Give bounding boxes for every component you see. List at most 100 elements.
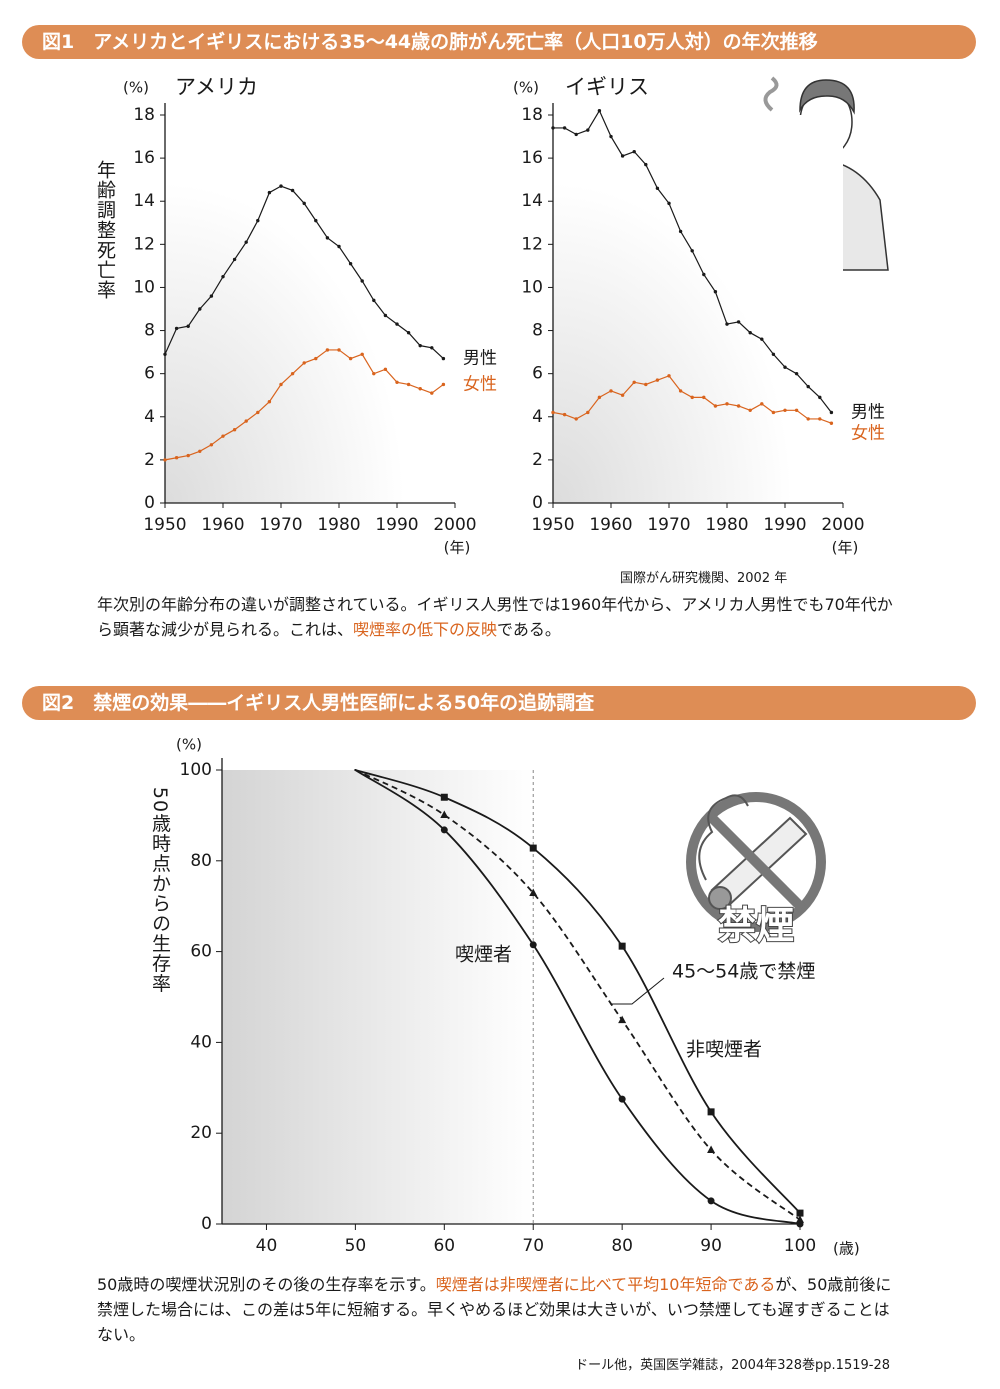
caption-text: が、50歳前後に禁煙した場合には、この差は5年に短縮する。早くやめるほど効果は大…	[97, 1275, 892, 1344]
y-tick-label: 8	[144, 321, 155, 341]
point	[279, 382, 283, 387]
point	[314, 218, 318, 223]
point	[290, 371, 295, 376]
x-tick-label: 60	[433, 1236, 455, 1256]
leader-line	[610, 977, 665, 1005]
y-unit: (%)	[513, 79, 539, 97]
point	[360, 352, 364, 356]
point	[760, 402, 764, 406]
point	[632, 149, 636, 154]
y-tick-label: 6	[144, 364, 155, 384]
point	[163, 352, 167, 356]
point	[267, 190, 272, 195]
point	[430, 391, 434, 395]
x-tick-label: 1970	[647, 515, 690, 535]
x-tick-label: 2000	[433, 515, 476, 535]
y-tick-label: 0	[201, 1214, 212, 1234]
x-unit: (年)	[832, 539, 859, 557]
point	[620, 393, 625, 397]
point	[609, 134, 613, 139]
point	[430, 346, 434, 350]
y-tick-label: 8	[532, 321, 543, 341]
y-tick-label: 20	[190, 1123, 212, 1143]
point	[690, 249, 694, 253]
point	[796, 1209, 804, 1217]
point	[337, 348, 341, 352]
point	[748, 331, 752, 335]
caption-text: 年次別の年齢分布の違いが調整されている。イギリス人男性では1960年代から、アメ…	[97, 595, 893, 639]
x-tick-label: 1980	[317, 515, 360, 535]
point	[725, 322, 729, 326]
source: ドール他，英国医学雑誌，2004年328巻pp.1519-28	[575, 1358, 890, 1373]
point	[551, 126, 555, 130]
y-tick-label: 6	[532, 364, 543, 384]
point	[406, 382, 411, 387]
point	[562, 412, 567, 417]
point	[209, 443, 214, 447]
point	[290, 188, 295, 193]
series-label: 45～54歳で禁煙	[672, 961, 815, 983]
point	[244, 419, 248, 423]
y-tick-label: 14	[521, 191, 543, 211]
point	[818, 417, 822, 421]
y-tick-label: 40	[190, 1032, 212, 1052]
point	[256, 410, 260, 415]
point	[174, 326, 179, 331]
y-tick-label: 0	[144, 493, 155, 513]
point	[221, 434, 225, 438]
point	[667, 201, 671, 206]
y-unit: (%)	[176, 736, 202, 754]
point	[618, 942, 626, 950]
point	[418, 343, 422, 348]
point	[586, 410, 590, 415]
y-tick-label: 16	[133, 148, 155, 168]
point	[395, 380, 399, 384]
point	[818, 395, 822, 400]
point	[620, 154, 625, 158]
point	[796, 1220, 804, 1228]
point	[186, 324, 190, 328]
y-unit: (%)	[123, 79, 149, 97]
x-tick-label: 80	[611, 1236, 633, 1256]
y-axis-label: 50歳時点からの生存率	[149, 787, 171, 993]
no-smoking-icon: 禁煙	[686, 792, 826, 949]
series-label: 男性	[463, 349, 497, 369]
point	[279, 184, 283, 188]
point	[174, 456, 179, 460]
point	[221, 274, 225, 279]
caption-text: 喫煙率の低下の反映	[353, 620, 498, 639]
point	[713, 404, 718, 408]
point	[829, 421, 834, 425]
point	[806, 417, 810, 421]
point	[418, 387, 422, 391]
point	[440, 793, 448, 801]
point	[256, 218, 260, 223]
plot-background	[222, 770, 534, 1224]
point	[232, 257, 237, 262]
point	[609, 389, 613, 393]
point	[690, 395, 694, 400]
point	[783, 365, 787, 369]
point	[395, 322, 399, 326]
x-tick-label: 90	[700, 1236, 722, 1256]
point	[562, 126, 567, 130]
x-tick-label: 1990	[763, 515, 806, 535]
y-tick-label: 16	[521, 148, 543, 168]
y-axis-label: 年齢調整死亡率	[94, 160, 116, 300]
x-tick-label: 40	[256, 1236, 278, 1256]
x-tick-label: 1970	[259, 515, 302, 535]
y-tick-label: 14	[133, 191, 155, 211]
chart-title: イギリス	[565, 75, 649, 99]
series-label: 女性	[463, 374, 497, 394]
point	[794, 371, 799, 376]
y-tick-label: 4	[532, 407, 543, 427]
point	[702, 272, 706, 277]
point	[748, 408, 752, 413]
series-label: 非喫煙者	[686, 1039, 762, 1061]
series-label: 男性	[851, 402, 885, 422]
point	[632, 380, 636, 384]
point	[372, 298, 376, 303]
source: 国際がん研究機関、2002 年	[620, 571, 788, 586]
point	[725, 402, 729, 406]
